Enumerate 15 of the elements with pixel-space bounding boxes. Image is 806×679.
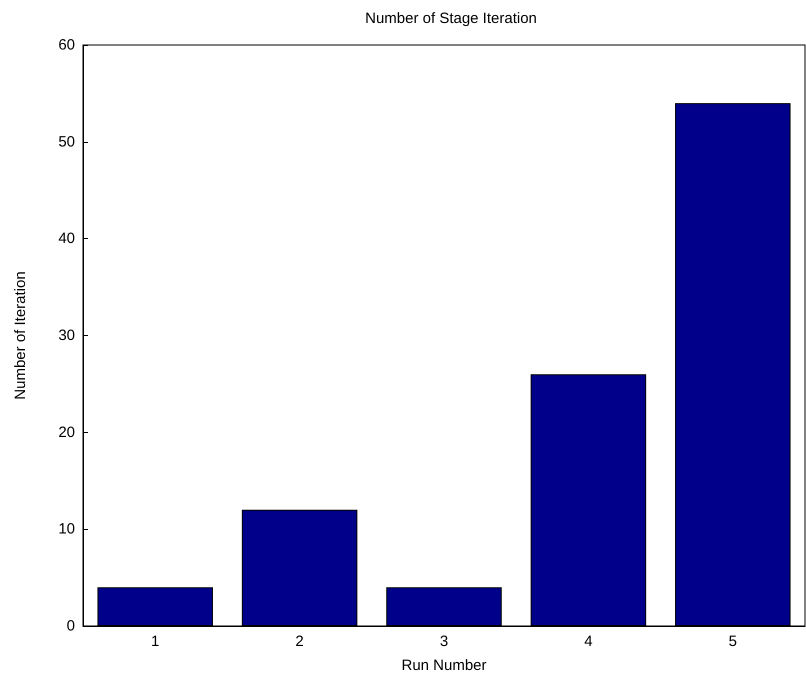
y-tick-label: 30	[58, 327, 75, 344]
x-tick-label: 2	[295, 633, 304, 650]
y-tick-label: 0	[66, 618, 75, 634]
y-tick-label: 40	[58, 230, 75, 248]
y-tick-label: 60	[58, 36, 75, 54]
x-axis-title: Run Number	[401, 657, 487, 674]
x-tick-label: 1	[151, 633, 160, 650]
y-tick-label: 20	[58, 424, 75, 441]
y-axis-title: Number of Iteration	[12, 271, 29, 400]
chart-title: Number of Stage Iteration	[365, 10, 537, 27]
x-tick-label: 3	[440, 633, 448, 650]
y-tick-label: 10	[58, 520, 75, 538]
x-tick-label: 4	[584, 633, 593, 650]
x-tick-label: 5	[728, 633, 737, 650]
y-tick-label: 50	[58, 133, 75, 150]
